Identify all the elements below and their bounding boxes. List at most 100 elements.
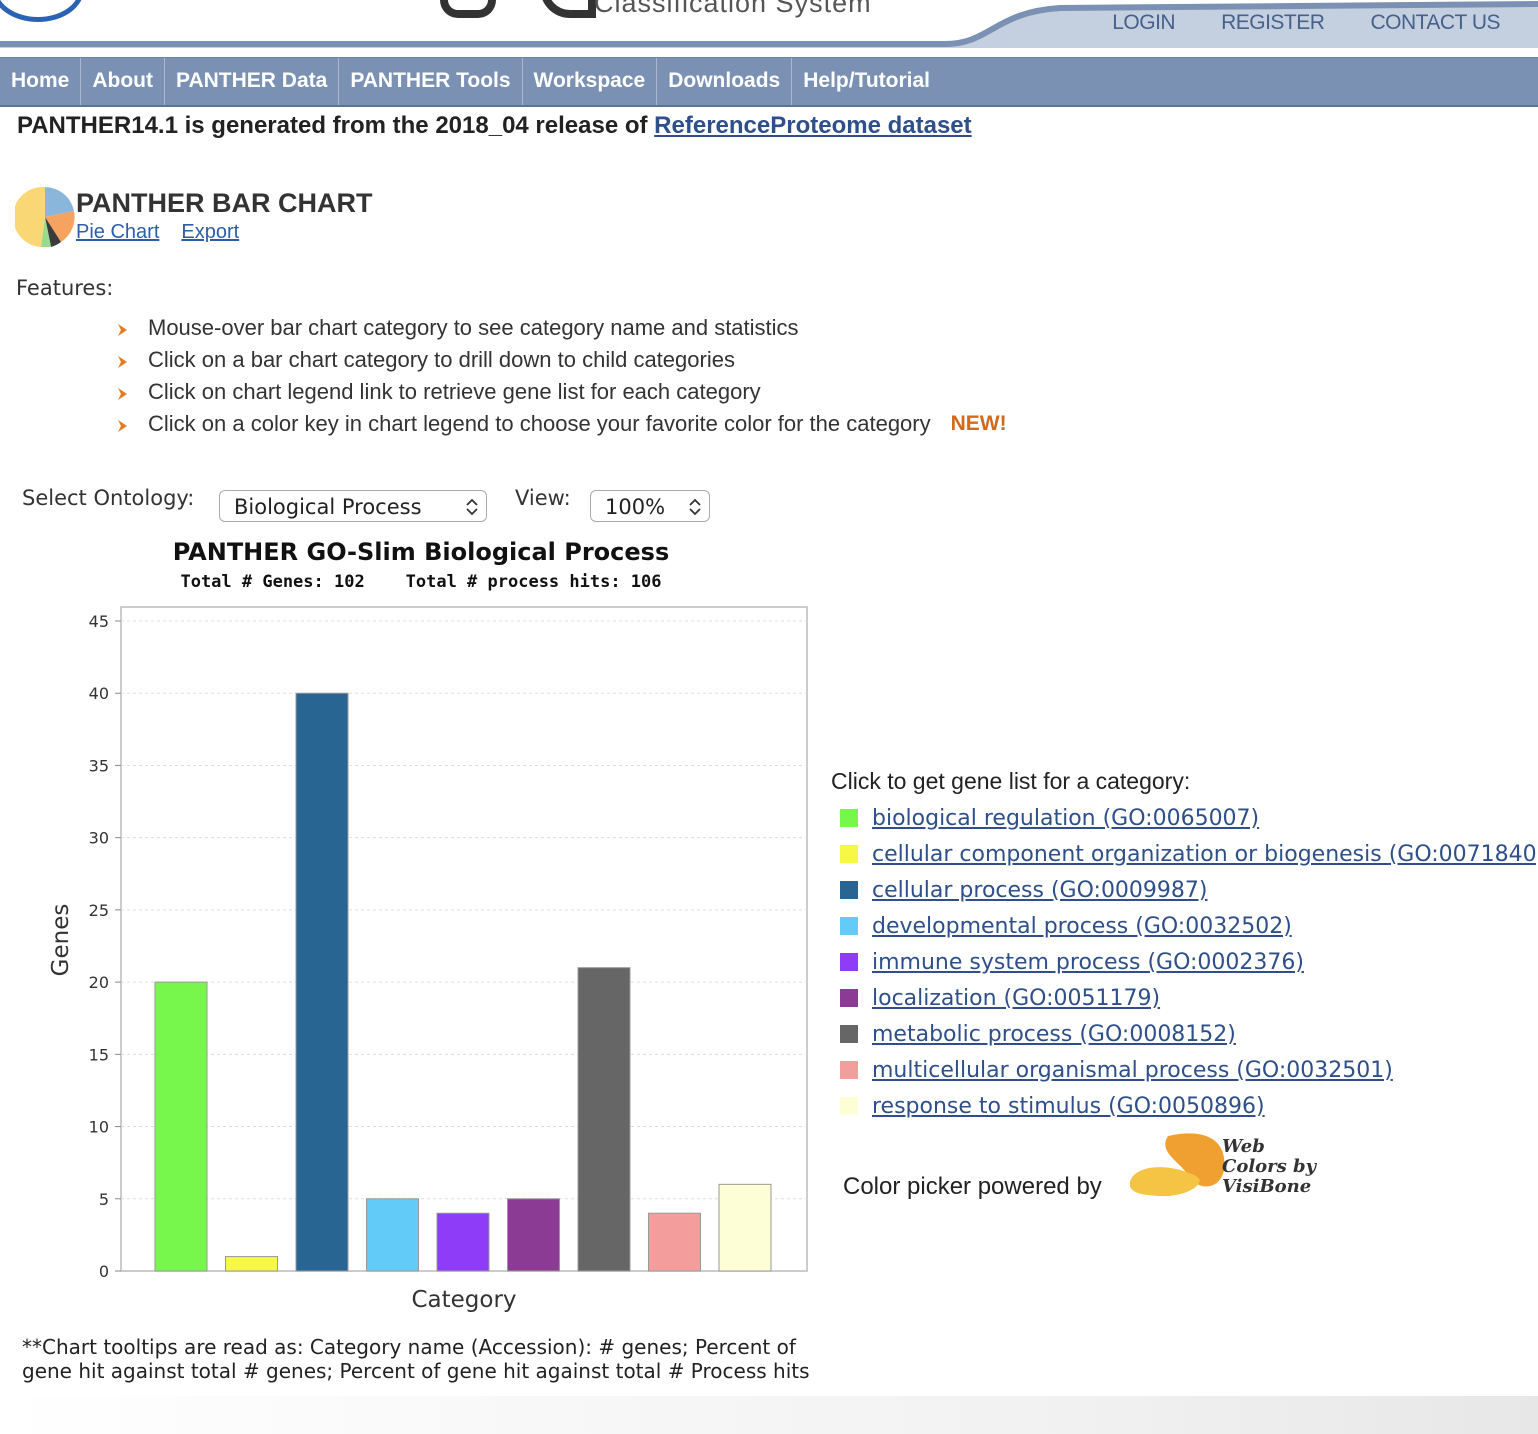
tooltip-note: **Chart tooltips are read as: Category n…: [22, 1335, 810, 1383]
feature-text: Click on a bar chart category to drill d…: [148, 347, 735, 372]
reference-proteome-link[interactable]: ReferenceProteome dataset: [654, 112, 972, 139]
pie-chart-link[interactable]: Pie Chart: [76, 221, 160, 243]
release-info: PANTHER14.1 is generated from the 2018_0…: [17, 112, 972, 140]
y-tick-label: 0: [99, 1262, 109, 1281]
color-key-swatch[interactable]: [840, 1061, 858, 1079]
legend-item: metabolic process (GO:0008152): [840, 1016, 1538, 1052]
legend-gene-list-link[interactable]: localization (GO:0051179): [872, 985, 1161, 1011]
legend-gene-list-link[interactable]: multicellular organismal process (GO:003…: [872, 1057, 1393, 1083]
bar-localization[interactable]: [507, 1198, 560, 1272]
export-link[interactable]: Export: [181, 221, 240, 243]
color-key-swatch[interactable]: [840, 809, 858, 827]
bar-immune-system-process[interactable]: [436, 1212, 490, 1272]
visibone-text-name: VisiBone: [1222, 1176, 1311, 1197]
arrow-bullet-icon: [118, 388, 127, 400]
legend-gene-list-link[interactable]: biological regulation (GO:0065007): [872, 805, 1260, 831]
y-tick-label: 10: [89, 1118, 109, 1137]
legend-item: developmental process (GO:0032502): [840, 908, 1538, 944]
color-picker-credit: Color picker powered by: [843, 1173, 1102, 1200]
legend-item: biological regulation (GO:0065007): [840, 800, 1538, 836]
list-item: Mouse-over bar chart category to see cat…: [118, 312, 1007, 344]
legend-item: response to stimulus (GO:0050896): [840, 1088, 1538, 1124]
y-axis-label: Genes: [48, 904, 74, 977]
visibone-text-colors: Colors by: [1222, 1156, 1318, 1177]
register-link[interactable]: REGISTER: [1221, 11, 1325, 34]
ontology-label: Select Ontology:: [22, 486, 195, 510]
visibone-text-web: Web: [1222, 1136, 1265, 1157]
ontology-select-value: Biological Process: [234, 495, 422, 519]
features-label: Features:: [16, 276, 114, 300]
legend-item: immune system process (GO:0002376): [840, 944, 1538, 980]
header-swoosh-icon: [0, 1, 1538, 48]
legend-gene-list-link[interactable]: developmental process (GO:0032502): [872, 913, 1292, 939]
feature-text: Click on a color key in chart legend to …: [148, 411, 931, 436]
nav-about[interactable]: About: [81, 58, 166, 105]
legend-gene-list-link[interactable]: cellular component organization or bioge…: [872, 841, 1538, 867]
nav-home[interactable]: Home: [0, 58, 82, 105]
color-key-swatch[interactable]: [840, 989, 858, 1007]
login-link[interactable]: LOGIN: [1112, 11, 1176, 34]
main-nav: Home About PANTHER Data PANTHER Tools Wo…: [0, 57, 1538, 107]
ontology-select[interactable]: Biological Process: [219, 490, 487, 522]
logo-letter-p-icon: [440, 0, 496, 18]
view-select-value: 100%: [605, 495, 666, 519]
nav-panther-data[interactable]: PANTHER Data: [165, 58, 340, 105]
bar-developmental-process[interactable]: [366, 1198, 419, 1272]
y-tick-label: 20: [89, 973, 109, 992]
legend-title: Click to get gene list for a category:: [831, 768, 1191, 794]
nav-workspace[interactable]: Workspace: [523, 58, 658, 105]
list-item: Click on a color key in chart legend to …: [118, 408, 1007, 440]
window-bottom-edge: [0, 1396, 1538, 1434]
y-tick-label: 35: [89, 756, 109, 775]
nav-panther-tools[interactable]: PANTHER Tools: [339, 58, 523, 105]
legend-item: cellular component organization or bioge…: [840, 836, 1538, 872]
legend-gene-list-link[interactable]: response to stimulus (GO:0050896): [872, 1093, 1265, 1119]
legend-item: localization (GO:0051179): [840, 980, 1538, 1016]
bar-response-to-stimulus[interactable]: [718, 1183, 772, 1272]
y-tick-label: 40: [89, 684, 109, 703]
bar-metabolic-process[interactable]: [577, 967, 631, 1272]
view-label: View:: [515, 486, 571, 510]
new-badge: NEW!: [950, 412, 1007, 435]
arrow-bullet-icon: [118, 420, 127, 432]
y-tick-label: 25: [89, 901, 109, 920]
bar-chart: PANTHER GO-Slim Biological Process Total…: [48, 538, 808, 1313]
chart-links: Pie Chart Export: [76, 221, 239, 244]
legend-item: multicellular organismal process (GO:003…: [840, 1052, 1538, 1088]
list-item: Click on chart legend link to retrieve g…: [118, 376, 1007, 408]
nav-downloads[interactable]: Downloads: [657, 58, 793, 105]
page-title: PANTHER BAR CHART: [76, 188, 373, 218]
legend-gene-list-link[interactable]: metabolic process (GO:0008152): [872, 1021, 1236, 1047]
legend-gene-list-link[interactable]: immune system process (GO:0002376): [872, 949, 1304, 975]
visibone-logo-icon[interactable]: Web Colors by VisiBone: [1128, 1130, 1318, 1200]
color-key-swatch[interactable]: [840, 881, 858, 899]
pie-chart-icon: [15, 187, 75, 247]
view-select[interactable]: 100%: [590, 490, 710, 522]
chart-legend: biological regulation (GO:0065007) cellul…: [840, 800, 1538, 1124]
feature-text: Mouse-over bar chart category to see cat…: [148, 315, 799, 340]
color-key-swatch[interactable]: [840, 1025, 858, 1043]
select-arrows-icon: [466, 498, 478, 516]
bar-multicellular-organismal-process[interactable]: [648, 1212, 701, 1272]
bar-cellular-process[interactable]: [295, 692, 349, 1272]
feature-text: Click on chart legend link to retrieve g…: [148, 379, 761, 404]
contact-us-link[interactable]: CONTACT US: [1370, 11, 1500, 34]
legend-gene-list-link[interactable]: cellular process (GO:0009987): [872, 877, 1208, 903]
list-item: Click on a bar chart category to drill d…: [118, 344, 1007, 376]
x-axis-label: Category: [411, 1287, 516, 1313]
features-list: Mouse-over bar chart category to see cat…: [118, 312, 1007, 440]
color-key-swatch[interactable]: [840, 953, 858, 971]
color-key-swatch[interactable]: [840, 845, 858, 863]
chart-title: PANTHER GO-Slim Biological Process: [173, 538, 669, 566]
site-header: Classification System LOGIN REGISTER CON…: [0, 0, 1538, 48]
plot-area: [120, 606, 808, 1272]
color-key-swatch[interactable]: [840, 917, 858, 935]
nav-help-tutorial[interactable]: Help/Tutorial: [803, 69, 930, 92]
bar-cellular-component-organization-or-biogenesis[interactable]: [225, 1256, 278, 1272]
y-tick-label: 45: [89, 612, 109, 631]
release-text: PANTHER14.1 is generated from the 2018_0…: [17, 112, 655, 139]
legend-item: cellular process (GO:0009987): [840, 872, 1538, 908]
site-tagline: Classification System: [594, 0, 872, 18]
bar-biological-regulation[interactable]: [154, 981, 208, 1272]
color-key-swatch[interactable]: [840, 1097, 858, 1115]
